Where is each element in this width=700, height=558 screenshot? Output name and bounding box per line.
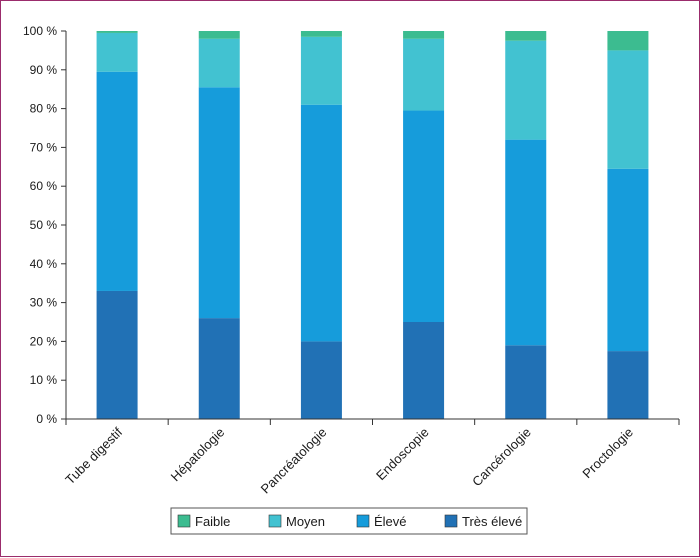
legend-swatch-faible: [177, 514, 191, 528]
y-tick-label: 70 %: [30, 140, 58, 154]
y-tick-label: 30 %: [30, 296, 58, 310]
x-category-label: Pancréatologie: [258, 425, 330, 497]
bar-pancreatologie-tres-eleve: [300, 341, 342, 419]
bar-tube-digestif-tres-eleve: [96, 290, 138, 419]
bar-endoscopie-faible: [403, 31, 445, 39]
legend-label-faible: Faible: [195, 514, 230, 529]
bars-layer: [96, 31, 649, 419]
x-category-label: Endoscopie: [373, 425, 432, 484]
bar-tube-digestif-faible: [96, 31, 138, 33]
y-tick-label: 90 %: [30, 63, 58, 77]
bar-pancreatologie-faible: [300, 31, 342, 37]
bar-hepatologie-faible: [198, 31, 240, 39]
y-tick-label: 40 %: [30, 257, 58, 271]
bar-tube-digestif-moyen: [96, 32, 138, 72]
y-tick-label: 80 %: [30, 102, 58, 116]
bar-cancerologie-tres-eleve: [505, 345, 547, 419]
y-tick-label: 20 %: [30, 334, 58, 348]
bar-cancerologie-moyen: [505, 40, 547, 140]
x-category-label: Tube digestif: [62, 424, 125, 487]
x-category-label: Proctologie: [579, 425, 636, 482]
bar-pancreatologie-moyen: [300, 36, 342, 105]
bar-hepatologie-tres-eleve: [198, 318, 240, 419]
bar-tube-digestif-eleve: [96, 71, 138, 291]
legend-label-moyen: Moyen: [286, 514, 325, 529]
bar-hepatologie-moyen: [198, 38, 240, 88]
legend-swatch-moyen: [268, 514, 282, 528]
legend-swatch-tres-eleve: [444, 514, 458, 528]
x-category-label: Cancérologie: [469, 425, 534, 490]
y-tick-label: 0 %: [36, 412, 57, 426]
bar-endoscopie-tres-eleve: [403, 322, 445, 419]
x-category-label: Hépatologie: [168, 425, 228, 485]
y-tick-label: 60 %: [30, 179, 58, 193]
legend-box: [170, 507, 528, 535]
bar-proctologie-tres-eleve: [607, 351, 649, 419]
bar-proctologie-moyen: [607, 50, 649, 169]
y-tick-label: 10 %: [30, 373, 58, 387]
bar-hepatologie-eleve: [198, 87, 240, 319]
legend-label-eleve: Élevé: [374, 514, 407, 529]
legend-label-tres-eleve: Très élevé: [462, 514, 522, 529]
bar-cancerologie-faible: [505, 31, 547, 41]
bar-endoscopie-eleve: [403, 110, 445, 322]
legend-swatch-eleve: [356, 514, 370, 528]
bar-cancerologie-eleve: [505, 139, 547, 346]
bar-pancreatologie-eleve: [300, 104, 342, 342]
bar-proctologie-eleve: [607, 168, 649, 352]
y-tick-label: 100 %: [23, 24, 57, 38]
y-tick-label: 50 %: [30, 218, 58, 232]
bar-endoscopie-moyen: [403, 38, 445, 111]
legend: Faible Moyen Élevé Très élevé: [170, 507, 528, 535]
bar-proctologie-faible: [607, 31, 649, 51]
